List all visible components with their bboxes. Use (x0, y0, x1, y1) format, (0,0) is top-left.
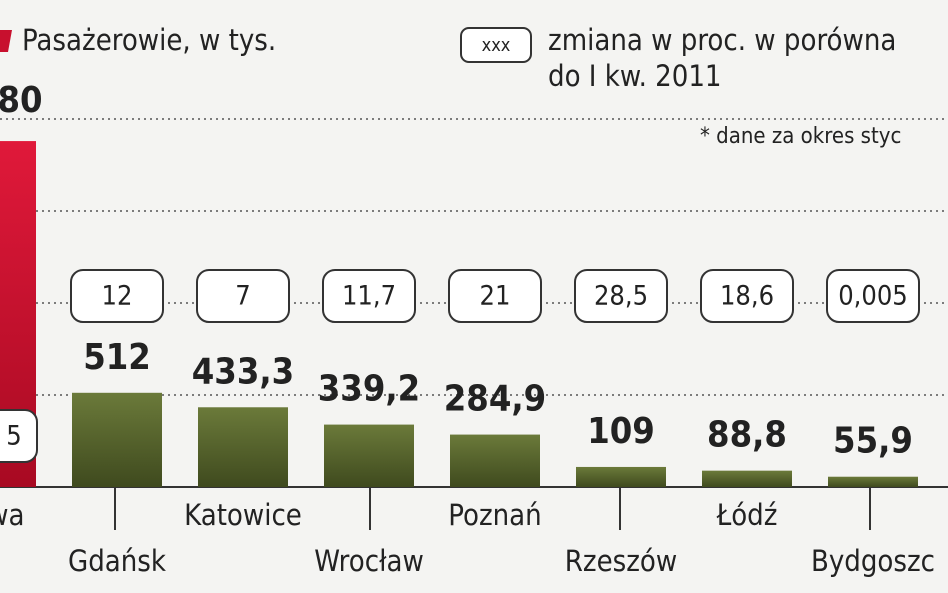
change-box (448, 269, 542, 323)
legend-icon (0, 30, 12, 52)
bar (576, 466, 666, 487)
x-tick-label: Katowice (184, 498, 302, 532)
bar (450, 434, 540, 487)
legend-box (460, 27, 532, 63)
change-box (196, 269, 290, 323)
change-box (0, 409, 38, 463)
x-tick-label: zawa (0, 498, 25, 532)
bar (828, 476, 918, 487)
value-label: 512 (83, 337, 151, 378)
dividers (114, 487, 871, 530)
change-box (826, 269, 920, 323)
x-tick-label: Gdańsk (68, 544, 167, 578)
change-label: 0,005 (838, 281, 908, 312)
note: * dane za okres styc (700, 124, 901, 149)
change-label: 21 (480, 281, 511, 312)
legend-box-label: xxx (482, 35, 511, 56)
chart-title: Pasażerowie, w tys. (22, 23, 276, 57)
value-label: 80 (0, 80, 43, 121)
value-label: 109 (587, 411, 655, 452)
legend-text: zmiana w proc. w porówna (548, 23, 896, 57)
change-label: 5 (6, 421, 21, 452)
value-label: 433,3 (192, 351, 294, 392)
x-tick-label: Rzeszów (565, 544, 677, 578)
value-label: 88,8 (707, 415, 787, 456)
bar (72, 392, 162, 487)
bar (198, 407, 288, 487)
change-label: 7 (235, 281, 250, 312)
legend-text: do I kw. 2011 (548, 59, 722, 93)
bar (702, 470, 792, 487)
change-box (70, 269, 164, 323)
bar (324, 424, 414, 487)
change-label: 12 (102, 281, 133, 312)
change-box (322, 269, 416, 323)
value-label: 284,9 (444, 379, 546, 420)
x-tick-label: Wrocław (314, 544, 424, 578)
value-label: 55,9 (833, 421, 913, 462)
x-tick-label: Poznań (448, 498, 541, 532)
change-box (574, 269, 668, 323)
change-label: 28,5 (594, 281, 648, 312)
change-label: 18,6 (720, 281, 774, 312)
x-tick-label: Bydgoszc (811, 544, 935, 578)
x-tick-label: Łódź (716, 498, 778, 532)
change-label: 11,7 (342, 281, 396, 312)
change-box (700, 269, 794, 323)
value-label: 339,2 (318, 369, 420, 410)
